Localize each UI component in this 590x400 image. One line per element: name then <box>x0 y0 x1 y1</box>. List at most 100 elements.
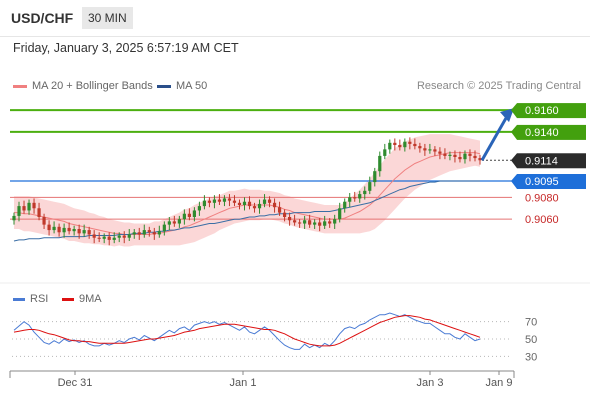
candle-body <box>12 215 16 221</box>
rsi-tick-70: 70 <box>525 317 537 329</box>
resistance-tag-tip-0.9160 <box>511 103 517 119</box>
candle-body <box>42 217 46 225</box>
candle <box>147 226 151 237</box>
candle <box>107 232 111 246</box>
interval-button[interactable]: 30 MIN <box>82 7 133 29</box>
candle <box>383 143 387 160</box>
candle <box>22 200 26 214</box>
candle-body <box>157 231 161 235</box>
candle <box>47 220 51 236</box>
candle-body <box>353 197 357 199</box>
candle <box>303 215 307 229</box>
candle-body <box>458 157 462 160</box>
candle <box>117 232 121 243</box>
candle <box>468 149 472 162</box>
candle <box>177 215 181 228</box>
rsi-panel: 70 50 30 <box>12 312 537 363</box>
candle <box>378 151 382 177</box>
resistance-label-0.9140: 0.9140 <box>525 127 559 139</box>
candle-body <box>72 229 76 232</box>
candle-body <box>338 208 342 220</box>
resistance-tag-0.9140 <box>517 124 586 140</box>
candle-body <box>443 153 447 156</box>
candle-body <box>313 222 317 225</box>
candle <box>282 209 287 222</box>
candle <box>77 224 81 239</box>
rsi-label: RSI <box>30 293 49 305</box>
candle-body <box>318 222 322 226</box>
candle <box>32 198 36 214</box>
ma9-swatch <box>62 297 74 301</box>
x-tick-label-Jan 9: Jan 9 <box>486 377 513 389</box>
rsi-ma9-line <box>13 315 481 347</box>
candle <box>413 138 417 150</box>
candle <box>57 223 61 237</box>
candle <box>67 222 71 235</box>
symbol-title: USD/CHF <box>11 10 74 26</box>
rsi-line <box>13 312 481 350</box>
candle-body <box>363 190 367 195</box>
ma20-swatch <box>13 84 27 88</box>
legend-ma20: MA 20 + Bollinger Bands <box>13 80 153 92</box>
candle <box>343 198 347 213</box>
candle <box>227 194 232 207</box>
candle <box>323 215 327 229</box>
x-tick-label-Dec 31: Dec 31 <box>58 377 93 389</box>
rsi-swatch <box>13 297 25 301</box>
candle-body <box>358 194 362 199</box>
candle <box>87 226 91 239</box>
candle <box>298 219 302 228</box>
candle-body <box>247 201 252 207</box>
moving-averages <box>13 152 481 242</box>
support-label-0.9060: 0.9060 <box>525 214 559 226</box>
candle-body <box>232 200 237 203</box>
candle <box>192 207 196 222</box>
resistance-label-0.9160: 0.9160 <box>525 105 559 117</box>
candle-body <box>62 227 66 233</box>
resistance-tag-0.9160 <box>517 103 586 119</box>
candle <box>368 176 372 195</box>
candle <box>408 137 412 150</box>
candle-body <box>252 206 257 209</box>
candle <box>242 197 247 211</box>
candle-body <box>122 235 126 238</box>
candle <box>398 139 402 151</box>
candle-body <box>202 200 207 207</box>
candle-body <box>177 219 181 224</box>
candle-body <box>27 202 31 211</box>
pivot-tag-0.9095 <box>517 174 586 189</box>
support-label-0.9080: 0.9080 <box>525 192 559 204</box>
candle-body <box>323 221 327 226</box>
candle <box>257 199 262 214</box>
candle-body <box>373 171 377 183</box>
bollinger-band-area <box>14 134 480 247</box>
candle-body <box>227 198 232 201</box>
candle <box>438 147 442 160</box>
candle-body <box>187 213 191 217</box>
candle-body <box>463 153 467 160</box>
candle <box>207 197 212 208</box>
candle <box>353 191 357 202</box>
candle <box>182 209 186 225</box>
candle <box>393 138 397 151</box>
ma50-label: MA 50 <box>176 80 208 92</box>
candle-body <box>57 226 61 233</box>
candle-body <box>207 200 212 203</box>
candle <box>328 218 332 228</box>
candle-body <box>197 206 201 211</box>
candle-body <box>172 221 176 224</box>
candle <box>308 214 312 228</box>
candle-body <box>277 207 282 213</box>
candle <box>473 150 477 162</box>
candle-body <box>82 230 86 234</box>
ma50-swatch <box>157 84 171 88</box>
candle <box>132 229 136 239</box>
candle-body <box>237 202 242 205</box>
candle-body <box>453 154 457 157</box>
candle <box>17 201 21 222</box>
candle <box>363 186 367 200</box>
candlesticks <box>12 137 482 246</box>
ma9-label: 9MA <box>79 293 102 305</box>
candle-body <box>378 155 382 172</box>
